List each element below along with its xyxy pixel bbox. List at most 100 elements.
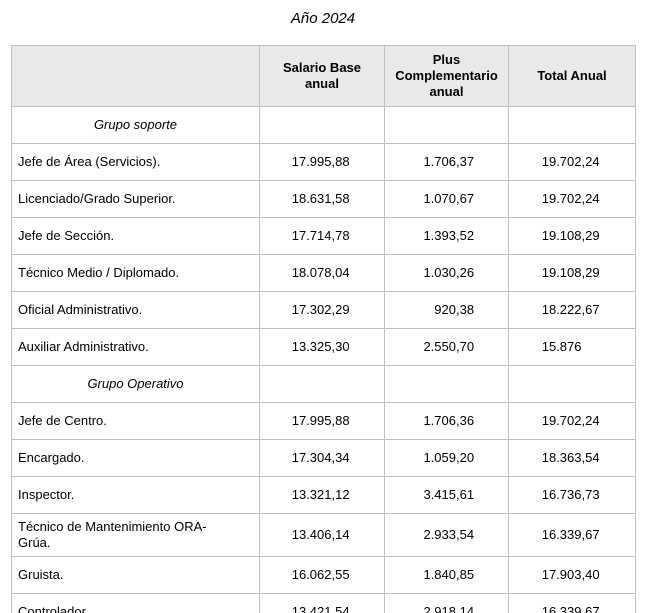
- total-dec: ,54: [581, 450, 600, 465]
- total-dec: ,24: [581, 154, 600, 169]
- plus-cell-empty: [384, 365, 509, 403]
- total-cell: 16.736,73: [508, 476, 636, 514]
- total-int: 15.876: [541, 339, 582, 354]
- plus-cell: 1.030,26: [384, 254, 509, 292]
- salario-dec: ,12: [331, 487, 350, 502]
- plus-dec: ,85: [456, 567, 475, 582]
- total-cell: 19.108,29: [508, 217, 636, 255]
- group-row: Grupo soporte: [11, 106, 636, 144]
- total-cell: 19.702,24: [508, 180, 636, 218]
- salario-cell: 13.321,12: [259, 476, 385, 514]
- row-label: Técnico de Mantenimiento ORA- Grúa.: [11, 513, 260, 557]
- salario-cell-empty: [259, 365, 385, 403]
- salario-int: 17.714: [291, 228, 332, 243]
- header-empty: [11, 45, 260, 107]
- salario-int: 13.321: [291, 487, 332, 502]
- total-dec: ,24: [581, 191, 600, 206]
- total-cell: 19.702,24: [508, 402, 636, 440]
- header-row: Salario Base anual Plus Complementario a…: [11, 45, 636, 107]
- total-int: 19.108: [541, 265, 582, 280]
- row-label: Licenciado/Grado Superior.: [11, 180, 260, 218]
- total-cell: 18.222,67: [508, 291, 636, 329]
- total-dec: ,24: [581, 413, 600, 428]
- plus-int: 2.550: [423, 339, 456, 354]
- plus-int: 1.030: [423, 265, 456, 280]
- table-row: Gruista. 16.062,55 1.840,85 17.903,40: [11, 556, 636, 594]
- salario-cell: 17.995,88: [259, 143, 385, 181]
- salario-dec: ,55: [331, 567, 350, 582]
- total-dec: ,29: [581, 265, 600, 280]
- salario-cell: 13.325,30: [259, 328, 385, 366]
- plus-dec: ,14: [456, 604, 475, 613]
- total-cell: 15.876: [508, 328, 636, 366]
- row-label: Encargado.: [11, 439, 260, 477]
- salario-dec: ,78: [331, 228, 350, 243]
- total-dec: ,67: [581, 527, 600, 542]
- plus-cell: 2.550,70: [384, 328, 509, 366]
- salario-cell: 17.995,88: [259, 402, 385, 440]
- plus-cell: 1.706,37: [384, 143, 509, 181]
- salario-dec: ,58: [331, 191, 350, 206]
- salario-int: 13.421: [291, 604, 332, 613]
- plus-int: 1.059: [423, 450, 456, 465]
- total-int: 18.363: [541, 450, 582, 465]
- total-cell: 19.702,24: [508, 143, 636, 181]
- row-label: Técnico Medio / Diplomado.: [11, 254, 260, 292]
- total-cell-empty: [508, 106, 636, 144]
- salario-cell: 17.714,78: [259, 217, 385, 255]
- table-row: Técnico Medio / Diplomado. 18.078,04 1.0…: [11, 254, 636, 292]
- salario-cell: 18.078,04: [259, 254, 385, 292]
- salary-table: Salario Base anual Plus Complementario a…: [11, 45, 636, 613]
- plus-cell: 2.933,54: [384, 513, 509, 557]
- plus-cell: 1.070,67: [384, 180, 509, 218]
- table-row: Inspector. 13.321,12 3.415,61 16.736,73: [11, 476, 636, 514]
- total-int: 16.339: [541, 604, 582, 613]
- plus-dec: ,54: [456, 527, 475, 542]
- page-title: Año 2024: [290, 10, 356, 27]
- total-cell: 17.903,40: [508, 556, 636, 594]
- plus-dec: ,37: [456, 154, 475, 169]
- row-label: Jefe de Sección.: [11, 217, 260, 255]
- total-dec: ,40: [581, 567, 600, 582]
- plus-int: 920: [434, 302, 456, 317]
- salario-cell-empty: [259, 106, 385, 144]
- salario-int: 17.995: [291, 154, 332, 169]
- plus-dec: ,61: [456, 487, 475, 502]
- plus-cell: 1.393,52: [384, 217, 509, 255]
- salario-cell: 16.062,55: [259, 556, 385, 594]
- plus-int: 1.840: [423, 567, 456, 582]
- salario-int: 17.302: [291, 302, 332, 317]
- plus-cell: 3.415,61: [384, 476, 509, 514]
- plus-int: 1.393: [423, 228, 456, 243]
- total-int: 19.108: [541, 228, 582, 243]
- table-row: Controlador. 13.421,54 2.918,14 16.339,6…: [11, 593, 636, 613]
- salario-dec: ,34: [331, 450, 350, 465]
- total-cell: 16.339,67: [508, 513, 636, 557]
- plus-dec: ,38: [456, 302, 475, 317]
- row-label: Auxiliar Administrativo.: [11, 328, 260, 366]
- total-int: 18.222: [541, 302, 582, 317]
- header-salario-base: Salario Base anual: [259, 45, 385, 107]
- row-label: Jefe de Área (Servicios).: [11, 143, 260, 181]
- row-label: Controlador.: [11, 593, 260, 613]
- total-int: 16.736: [541, 487, 582, 502]
- salario-int: 13.325: [291, 339, 332, 354]
- plus-cell-empty: [384, 106, 509, 144]
- salario-dec: ,88: [331, 413, 350, 428]
- salario-cell: 13.406,14: [259, 513, 385, 557]
- plus-int: 2.918: [423, 604, 456, 613]
- group-label: Grupo Operativo: [11, 365, 260, 403]
- header-total-anual: Total Anual: [508, 45, 636, 107]
- row-label: Gruista.: [11, 556, 260, 594]
- plus-cell: 1.706,36: [384, 402, 509, 440]
- group-row: Grupo Operativo: [11, 365, 636, 403]
- salario-cell: 17.302,29: [259, 291, 385, 329]
- salario-cell: 13.421,54: [259, 593, 385, 613]
- salario-cell: 17.304,34: [259, 439, 385, 477]
- row-label: Inspector.: [11, 476, 260, 514]
- table-row: Oficial Administrativo. 17.302,29 920,38…: [11, 291, 636, 329]
- plus-int: 1.706: [423, 154, 456, 169]
- plus-dec: ,70: [456, 339, 475, 354]
- group-label: Grupo soporte: [11, 106, 260, 144]
